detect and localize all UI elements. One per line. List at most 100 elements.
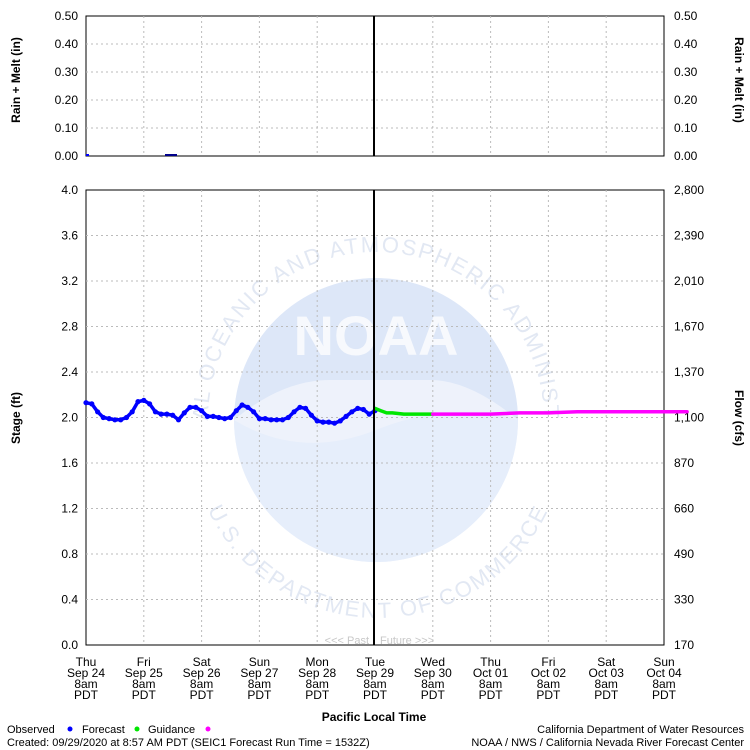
rain-tick-left: 0.20 [55, 93, 79, 107]
flow-tick-label: 1,670 [674, 320, 704, 334]
rain-tick-left: 0.50 [55, 9, 79, 23]
flow-tick-label: 1,100 [674, 411, 704, 425]
x-tick-label: 8am [363, 677, 386, 691]
observed-point [227, 414, 234, 421]
observed-point [262, 416, 268, 422]
observed-point [147, 401, 153, 407]
observed-point [239, 402, 245, 408]
noaa-watermark-logo: NOAA NATIONAL OCEANIC AND ATMOSPHERIC AD… [0, 0, 562, 623]
legend-forecast-label: Forecast [82, 724, 125, 736]
flow-tick-label: 870 [674, 456, 694, 470]
observed-point [297, 404, 303, 410]
observed-point [199, 408, 205, 414]
x-tick-label: PDT [652, 688, 677, 702]
observed-point [118, 417, 124, 423]
x-tick-label: Fri [541, 655, 555, 669]
x-tick-label: Sat [193, 655, 212, 669]
observed-point [355, 405, 361, 411]
rain-tick-left: 0.30 [55, 65, 79, 79]
observed-point [216, 414, 222, 421]
flow-tick-label: 2,800 [674, 183, 704, 197]
observed-point [129, 409, 135, 415]
rain-melt-left-axis-title: Rain + Melt (in) [9, 37, 23, 123]
x-tick-label: Oct 03 [589, 666, 625, 680]
observed-point [95, 409, 101, 415]
observed-point [152, 409, 158, 415]
legend-guidance-label: Guidance [148, 724, 195, 736]
x-tick-label: 8am [248, 677, 271, 691]
legend-forecast-dot [134, 726, 140, 732]
x-tick-label: 8am [306, 677, 329, 691]
x-tick-label: Sep 25 [125, 666, 163, 680]
stage-tick-label: 0.4 [61, 593, 78, 607]
observed-point [285, 414, 291, 421]
rain-tick-right: 0.40 [674, 37, 698, 51]
rain-tick-right: 0.20 [674, 93, 698, 107]
flow-tick-label: 330 [674, 593, 694, 607]
x-tick-label: Sun [249, 655, 270, 669]
observed-point [204, 413, 210, 419]
x-tick-label: Tue [365, 655, 386, 669]
stage-tick-label: 1.6 [61, 456, 78, 470]
rain-melt-right-axis-title: Rain + Melt (in) [732, 37, 746, 123]
x-tick-label: PDT [190, 688, 215, 702]
observed-point [320, 419, 326, 425]
flow-tick-label: 1,370 [674, 365, 704, 379]
observed-point [337, 418, 343, 424]
stage-tick-label: 2.0 [61, 411, 78, 425]
x-tick-label: Sep 30 [414, 666, 452, 680]
observed-point [187, 404, 193, 410]
observed-point [123, 414, 130, 421]
x-tick-label: Sep 27 [240, 666, 278, 680]
x-tick-label: PDT [247, 688, 272, 702]
observed-point [279, 417, 286, 423]
observed-point [89, 401, 95, 407]
x-tick-label: Thu [76, 655, 97, 669]
x-axis-title: Pacific Local Time [322, 710, 427, 724]
x-tick-label: PDT [74, 688, 99, 702]
observed-point [100, 414, 106, 421]
agency-noaa-cnrfc: NOAA / NWS / California Nevada River For… [471, 737, 744, 749]
observed-point [326, 419, 332, 425]
stage-flow-panel: 0.0 0.4 0.8 1.2 1.6 2.0 2.4 2.8 3.2 3.6 4.0 170 330… [9, 183, 746, 724]
x-tick-label: PDT [305, 688, 330, 702]
observed-point [170, 412, 176, 418]
x-tick-label: Wed [421, 655, 445, 669]
x-tick-label: 8am [421, 677, 444, 691]
x-tick-label: Thu [480, 655, 501, 669]
flow-axis-title: Flow (cfs) [732, 390, 746, 446]
stage-tick-label: 0.0 [61, 638, 78, 652]
x-tick-label: PDT [479, 688, 504, 702]
x-tick-label: Mon [306, 655, 329, 669]
stage-axis-title: Stage (ft) [9, 392, 23, 444]
x-tick-label: Fri [137, 655, 151, 669]
observed-point [83, 400, 89, 406]
observed-point [245, 404, 251, 410]
flow-tick-label: 490 [674, 547, 694, 561]
rain-tick-left: 0.00 [55, 149, 79, 163]
observed-point [106, 416, 112, 422]
x-tick-label: Sat [597, 655, 616, 669]
x-tick-label: Sep 29 [356, 666, 394, 680]
past-label: <<< Past [325, 635, 369, 647]
x-tick-label: Sun [653, 655, 674, 669]
observed-point [268, 417, 274, 423]
observed-point [360, 406, 366, 413]
x-tick-label: Sep 28 [298, 666, 336, 680]
x-tick-label: 8am [132, 677, 155, 691]
x-tick-label: Oct 01 [473, 666, 509, 680]
observed-point [349, 409, 355, 415]
rain-tick-left: 0.10 [55, 121, 79, 135]
flow-tick-label: 2,390 [674, 229, 704, 243]
observed-point [222, 416, 228, 422]
stage-tick-label: 1.2 [61, 502, 78, 516]
future-label: Future >>> [380, 635, 434, 647]
rain-melt-panel: 0.00 0.10 0.20 0.30 0.40 0.50 0.00 0.10 0.20 0.3… [9, 9, 746, 163]
x-tick-label: PDT [536, 688, 561, 702]
rain-bar [86, 154, 89, 156]
observed-point [366, 411, 372, 417]
forecast-series-line [373, 406, 435, 416]
x-tick-label: 8am [537, 677, 560, 691]
watermark-logo-text: NOAA [294, 304, 459, 367]
